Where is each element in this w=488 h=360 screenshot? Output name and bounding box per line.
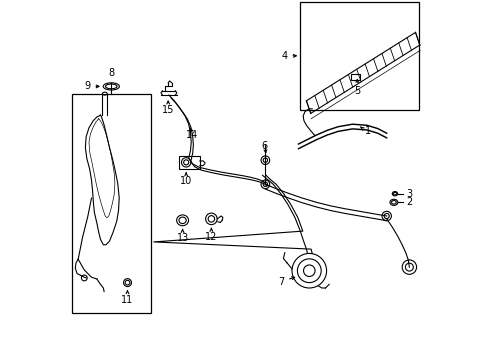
Bar: [72, 94, 151, 313]
Ellipse shape: [103, 83, 119, 90]
Ellipse shape: [179, 217, 186, 224]
Circle shape: [183, 160, 188, 165]
Ellipse shape: [391, 201, 395, 204]
Ellipse shape: [123, 279, 131, 287]
Text: 10: 10: [180, 176, 192, 186]
Text: 14: 14: [186, 130, 198, 140]
Ellipse shape: [392, 192, 396, 195]
Circle shape: [401, 260, 416, 274]
Ellipse shape: [102, 92, 107, 95]
Text: 3: 3: [406, 189, 412, 199]
Bar: [179, 156, 200, 169]
Text: 11: 11: [121, 294, 133, 305]
Text: 12: 12: [205, 231, 217, 242]
Text: 4: 4: [281, 51, 287, 61]
Circle shape: [405, 263, 412, 271]
Circle shape: [181, 158, 190, 167]
Text: 9: 9: [84, 81, 91, 91]
Circle shape: [381, 211, 390, 221]
Circle shape: [208, 216, 214, 222]
Text: 8: 8: [108, 68, 114, 78]
Circle shape: [261, 156, 269, 165]
Text: 15: 15: [162, 105, 174, 115]
Ellipse shape: [391, 192, 397, 196]
Text: 2: 2: [406, 197, 412, 207]
Bar: [300, 2, 418, 110]
Circle shape: [263, 182, 267, 186]
Circle shape: [303, 265, 314, 276]
Circle shape: [205, 213, 217, 225]
Bar: [350, 74, 359, 80]
Circle shape: [263, 158, 267, 162]
Text: 1: 1: [364, 126, 370, 136]
Ellipse shape: [389, 199, 397, 205]
Ellipse shape: [105, 84, 117, 89]
Ellipse shape: [125, 280, 130, 285]
Ellipse shape: [176, 215, 188, 226]
Circle shape: [81, 275, 87, 281]
Text: 13: 13: [176, 233, 188, 243]
Circle shape: [291, 253, 326, 288]
Circle shape: [297, 259, 321, 283]
Text: 7: 7: [278, 276, 284, 287]
Text: 5: 5: [353, 86, 360, 96]
Text: 6: 6: [261, 141, 267, 151]
Circle shape: [384, 213, 388, 219]
Circle shape: [261, 180, 269, 189]
